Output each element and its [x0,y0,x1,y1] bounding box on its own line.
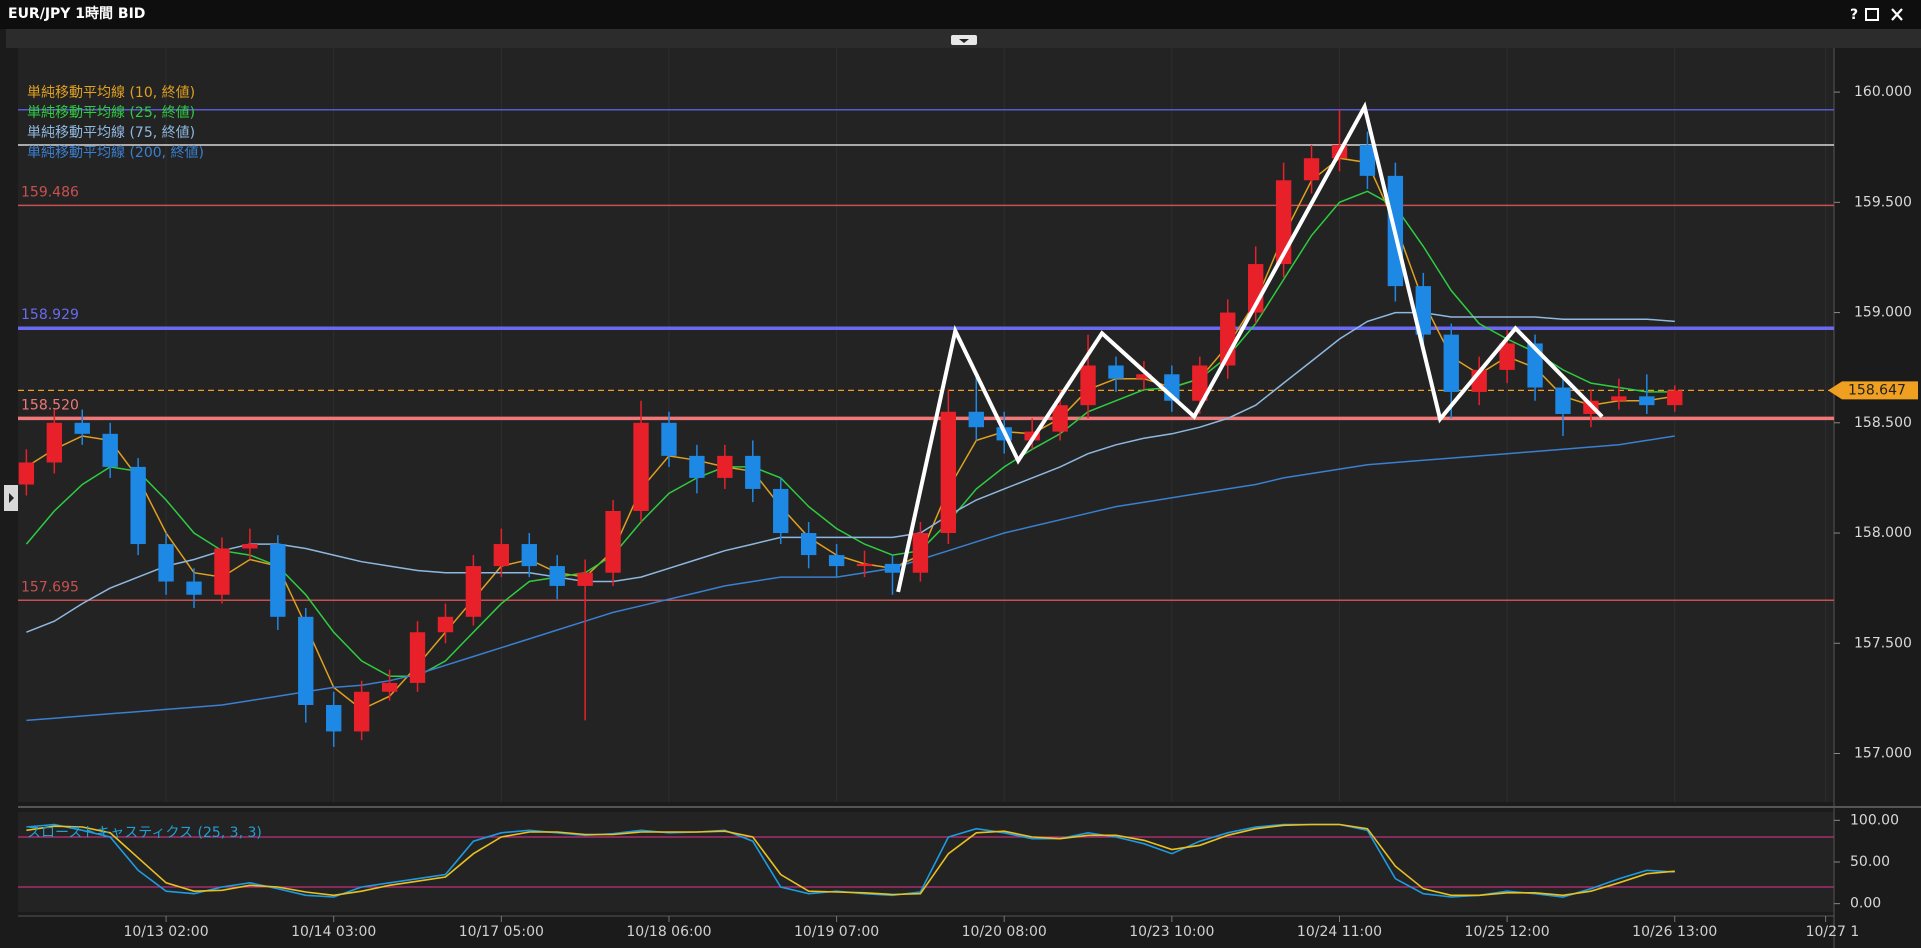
legend-entry: 単純移動平均線 (200, 終値) [27,145,204,161]
help-button[interactable]: ? [1850,7,1858,23]
candle-body [577,572,593,586]
candle-body [884,563,901,573]
axis-layer: 10/13 02:00 10/14 03:00 10/17 05:00 10/18 0… [123,84,1918,940]
candle-body [1136,374,1152,379]
y-tick-label: 157.000 [1854,745,1912,761]
candle-body [828,555,845,567]
candle-body [800,533,817,556]
indicator-plot [18,812,1834,912]
y-tick-label: 159.500 [1854,194,1912,210]
candle-body [1639,396,1655,406]
candle-body [1667,390,1683,406]
legend-entry: 単純移動平均線 (75, 終値) [27,125,195,141]
main-plot [18,48,1834,802]
price-tag [1828,381,1918,400]
y2-tick-label: 50.00 [1850,854,1890,870]
candle-body [18,462,35,485]
candle-body [298,616,314,705]
candle-body [409,632,426,683]
candle-body [661,422,677,456]
level-label: 158.520 [21,397,79,413]
x-tick-label: 10/27 1 [1806,924,1860,940]
candle-body [214,548,230,595]
indicator-layer: スローストキャスティクス (25, 3, 3) [18,823,1834,898]
x-tick-label: 10/24 11:00 [1297,924,1382,940]
candle-body [326,704,342,732]
level-label: 157.695 [21,579,79,595]
main-layer: 159.486 158.929 158.520 157.695 単純移動平均線 (10,… [18,48,1834,802]
x-tick-label: 10/20 08:00 [962,924,1047,940]
y-tick-label: 158.500 [1854,415,1912,431]
candle-body [102,433,118,467]
candle-body [1080,365,1096,406]
candle-body [773,488,789,534]
level-label: 159.486 [21,184,79,200]
x-tick-label: 10/19 07:00 [794,924,879,940]
candle-body [46,422,63,463]
y2-tick-label: 100.00 [1850,812,1899,828]
stochastic-line [26,823,1675,897]
candle-body [549,566,565,586]
y-tick-label: 157.500 [1854,635,1912,651]
level-label: 158.929 [21,307,79,323]
candle-body [130,466,146,545]
x-tick-label: 10/26 13:00 [1632,924,1717,940]
candle-body [717,455,733,478]
zigzag-pattern [896,101,1604,593]
candle-body [940,411,957,534]
candle-body [745,455,761,489]
x-tick-label: 10/23 10:00 [1129,924,1214,940]
legend-entry: 単純移動平均線 (25, 終値) [27,105,195,121]
maximize-button[interactable] [1865,8,1879,21]
x-tick-label: 10/25 12:00 [1465,924,1550,940]
candle-body [74,422,90,434]
y-tick-label: 159.000 [1854,305,1912,321]
candle-body [1443,334,1459,392]
candle-body [856,563,873,567]
y2-tick-label: 0.00 [1850,896,1881,912]
candle-body [437,616,454,633]
x-tick-label: 10/14 03:00 [291,924,376,940]
x-tick-label: 10/18 06:00 [626,924,711,940]
toggle-arrow [959,39,969,43]
candle-body [1108,365,1124,379]
indicator-name: スローストキャスティクス (25, 3, 3) [27,825,262,841]
candle-body [968,411,984,428]
candle-body [1052,405,1068,432]
candle-body [633,422,649,511]
candle-body [1611,396,1627,401]
candle-body [1192,365,1208,401]
price-tag-label: 158.647 [1848,382,1906,398]
candle-body [270,544,286,617]
candle-body [1415,286,1431,335]
candle-body [605,510,621,573]
candle-body [186,581,202,595]
close-button[interactable] [1891,8,1903,21]
candle-body [381,682,398,692]
moving-average [26,311,1675,633]
candle-body [493,544,510,567]
legend-entry: 単純移動平均線 (10, 終値) [27,85,195,101]
y-tick-label: 160.000 [1854,84,1912,100]
candle-body [1555,387,1571,414]
candle-body [1303,158,1320,181]
candle-body [912,533,929,573]
candle-body [689,455,705,478]
candle-body [465,566,482,617]
candle-body [1499,343,1515,370]
window-title: EUR/JPY 1時間 BID [8,5,145,22]
candle-body [353,691,370,732]
candle-body [158,544,174,582]
x-tick-label: 10/17 05:00 [459,924,544,940]
y-tick-label: 158.000 [1854,525,1912,541]
x-tick-label: 10/13 02:00 [123,924,208,940]
candle-body [1359,145,1376,176]
title-bar [0,0,1921,29]
candle-body [242,544,258,549]
side-tab-arrow [9,493,14,503]
candle-body [521,544,537,567]
